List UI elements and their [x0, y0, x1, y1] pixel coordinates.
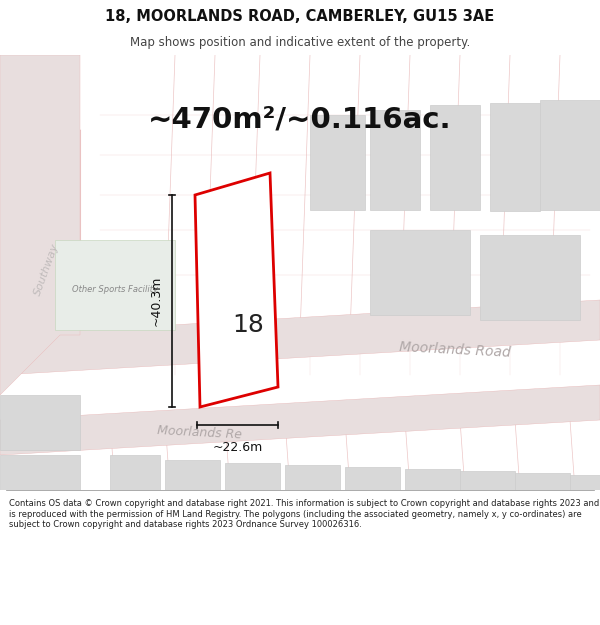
Text: Map shows position and indicative extent of the property.: Map shows position and indicative extent…	[130, 36, 470, 49]
Polygon shape	[0, 385, 600, 455]
Bar	[370, 230, 470, 315]
Polygon shape	[0, 300, 600, 375]
Bar	[55, 240, 175, 330]
Bar	[285, 465, 340, 520]
Bar	[405, 469, 460, 524]
Polygon shape	[195, 173, 278, 407]
Bar	[0, 455, 80, 490]
Bar	[225, 463, 280, 518]
Text: ~40.3m: ~40.3m	[150, 276, 163, 326]
Bar	[460, 471, 515, 526]
Polygon shape	[0, 55, 80, 395]
Text: ~470m²/~0.116ac.: ~470m²/~0.116ac.	[148, 106, 452, 134]
Text: 18, MOORLANDS ROAD, CAMBERLEY, GU15 3AE: 18, MOORLANDS ROAD, CAMBERLEY, GU15 3AE	[106, 9, 494, 24]
Text: Contains OS data © Crown copyright and database right 2021. This information is : Contains OS data © Crown copyright and d…	[9, 499, 599, 529]
Bar	[430, 105, 480, 210]
Bar	[370, 110, 420, 210]
Bar	[110, 455, 160, 510]
Bar	[480, 235, 580, 320]
Bar	[570, 475, 600, 530]
Bar	[540, 100, 600, 210]
Bar	[310, 115, 365, 210]
Bar	[515, 473, 570, 528]
Bar	[0, 395, 80, 450]
Text: Other Sports Facility: Other Sports Facility	[72, 286, 158, 294]
Text: Southway: Southway	[33, 242, 61, 298]
Bar	[165, 460, 220, 515]
Bar	[345, 467, 400, 522]
Text: ~22.6m: ~22.6m	[212, 441, 263, 454]
Text: 18: 18	[232, 313, 264, 337]
Text: Moorlands Re: Moorlands Re	[157, 424, 243, 442]
Text: Moorlands Road: Moorlands Road	[399, 340, 511, 360]
Bar	[490, 103, 540, 211]
